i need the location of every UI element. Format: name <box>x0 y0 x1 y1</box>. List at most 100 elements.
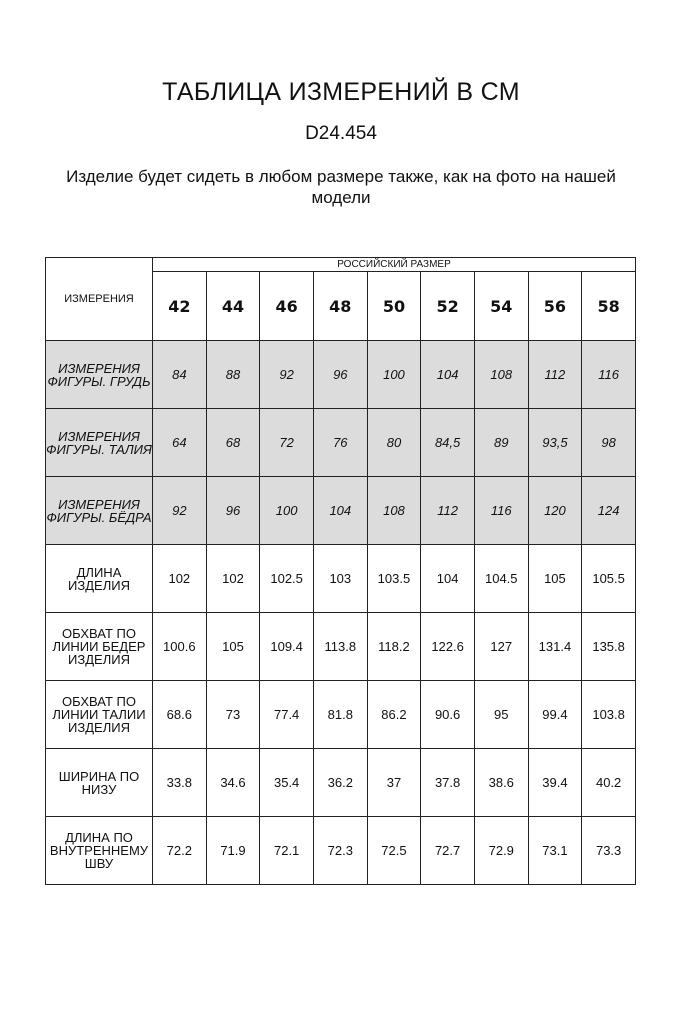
table-row: ОБХВАТ ПО ЛИНИИ БЕДЕР ИЗДЕЛИЯ 100.6 105 109… <box>45 612 636 681</box>
table-cell: 77.4 <box>259 680 314 749</box>
table-row: ДЛИНА ПО ВНУТРЕННЕМУ ШВУ 72.2 71.9 72.1 72.3… <box>45 816 636 885</box>
table-cell: 93,5 <box>527 408 583 477</box>
table-cell: 103 <box>312 544 368 613</box>
table-cell: 37 <box>366 748 422 817</box>
table-cell: 72.1 <box>259 816 314 885</box>
table-cell: 96 <box>205 476 261 545</box>
table-cell: 102.5 <box>259 544 314 613</box>
table-row: ИЗМЕРЕНИЯ ФИГУРЫ. ГРУДЬ 84 88 92 96 100 104 108… <box>45 340 636 409</box>
table-row: ДЛИНА ИЗДЕЛИЯ 102 102 102.5 103 103.5 104 104.5… <box>45 544 636 613</box>
row-label: ДЛИНА ПО ВНУТРЕННЕМУ ШВУ <box>45 816 153 885</box>
row-label: ОБХВАТ ПО ЛИНИИ БЕДЕР ИЗДЕЛИЯ <box>45 612 153 681</box>
fit-note: Изделие будет сидеть в любом размере так… <box>66 167 616 207</box>
table-cell: 100 <box>366 340 422 409</box>
table-cell: 40.2 <box>581 748 636 817</box>
row-label: ИЗМЕРЕНИЯ ФИГУРЫ. ГРУДЬ <box>45 340 153 409</box>
product-code: D24.454 <box>305 123 377 144</box>
group-header-row: ИЗМЕРЕНИЯ РОССИЙСКИЙ РАЗМЕР <box>45 257 636 341</box>
row-label: ИЗМЕРЕНИЯ ФИГУРЫ. БЁДРА <box>45 476 153 545</box>
table-cell: 72 <box>259 408 314 477</box>
table-cell: 72.3 <box>312 816 368 885</box>
table-cell: 80 <box>366 408 422 477</box>
table-cell: 112 <box>527 340 583 409</box>
table-cell: 104 <box>420 340 475 409</box>
size-chart-table: ИЗМЕРЕНИЯ РОССИЙСКИЙ РАЗМЕР 42 44 46 48 50 52… <box>45 257 636 885</box>
corner-label: ИЗМЕРЕНИЯ <box>45 257 153 341</box>
sizes-row: 42 44 46 48 50 52 54 56 58 <box>46 271 636 341</box>
table-cell: 116 <box>473 476 529 545</box>
table-cell: 100.6 <box>152 612 207 681</box>
table-cell: 38.6 <box>473 748 529 817</box>
table-cell: 90.6 <box>420 680 475 749</box>
table-cell: 127 <box>473 612 529 681</box>
table-cell: 39.4 <box>527 748 583 817</box>
table-cell: 103.5 <box>366 544 422 613</box>
table-cell: 103.8 <box>581 680 636 749</box>
size-header-52: 52 <box>420 271 475 341</box>
table-cell: 84 <box>152 340 207 409</box>
table-cell: 105.5 <box>581 544 636 613</box>
row-label: ИЗМЕРЕНИЯ ФИГУРЫ. ТАЛИЯ <box>45 408 153 477</box>
table-cell: 135.8 <box>581 612 636 681</box>
table-row: ИЗМЕРЕНИЯ ФИГУРЫ. ТАЛИЯ 64 68 72 76 80 84,5 89 9… <box>45 408 636 477</box>
table-cell: 105 <box>527 544 583 613</box>
size-header-48: 48 <box>312 271 368 341</box>
size-header-46: 46 <box>259 271 314 341</box>
table-cell: 71.9 <box>205 816 261 885</box>
table-cell: 122.6 <box>420 612 475 681</box>
table-cell: 68 <box>205 408 261 477</box>
table-cell: 86.2 <box>366 680 422 749</box>
size-header-56: 56 <box>527 271 583 341</box>
size-header-44: 44 <box>205 271 261 341</box>
table-row: ШИРИНА ПО НИЗУ 33.8 34.6 35.4 36.2 37 37.8 38.6… <box>45 748 636 817</box>
page-title: ТАБЛИЦА ИЗМЕРЕНИЙ В СМ <box>162 78 520 106</box>
table-cell: 36.2 <box>312 748 368 817</box>
table-cell: 92 <box>259 340 314 409</box>
table-cell: 131.4 <box>527 612 583 681</box>
row-label: ДЛИНА ИЗДЕЛИЯ <box>45 544 153 613</box>
table-cell: 88 <box>205 340 261 409</box>
table-cell: 72.5 <box>366 816 422 885</box>
table-cell: 64 <box>152 408 207 477</box>
table-cell: 72.2 <box>152 816 207 885</box>
table-cell: 105 <box>205 612 261 681</box>
table-cell: 81.8 <box>312 680 368 749</box>
table-cell: 108 <box>473 340 529 409</box>
table-cell: 102 <box>205 544 261 613</box>
row-label: ШИРИНА ПО НИЗУ <box>45 748 153 817</box>
table-cell: 108 <box>366 476 422 545</box>
table-cell: 37.8 <box>420 748 475 817</box>
table-cell: 99.4 <box>527 680 583 749</box>
table-cell: 68.6 <box>152 680 207 749</box>
table-cell: 95 <box>473 680 529 749</box>
table-cell: 34.6 <box>205 748 261 817</box>
table-row: ОБХВАТ ПО ЛИНИИ ТАЛИИ ИЗДЕЛИЯ 68.6 73 77.4 8… <box>45 680 636 749</box>
table-row: ИЗМЕРЕНИЯ ФИГУРЫ. БЁДРА 92 96 100 104 108 112 1… <box>45 476 636 545</box>
table-cell: 73.1 <box>527 816 583 885</box>
row-label: ОБХВАТ ПО ЛИНИИ ТАЛИИ ИЗДЕЛИЯ <box>45 680 153 749</box>
table-cell: 84,5 <box>420 408 475 477</box>
table-cell: 33.8 <box>152 748 207 817</box>
table-cell: 72.9 <box>473 816 529 885</box>
table-cell: 96 <box>312 340 368 409</box>
table-cell: 76 <box>312 408 368 477</box>
size-header-50: 50 <box>366 271 422 341</box>
table-cell: 73 <box>205 680 261 749</box>
table-cell: 98 <box>581 408 636 477</box>
table-cell: 35.4 <box>259 748 314 817</box>
size-header-58: 58 <box>581 271 636 341</box>
group-label: РОССИЙСКИЙ РАЗМЕР <box>152 257 636 272</box>
size-header-54: 54 <box>473 271 529 341</box>
table-cell: 109.4 <box>259 612 314 681</box>
table-cell: 102 <box>152 544 207 613</box>
table-cell: 118.2 <box>366 612 422 681</box>
table-cell: 104 <box>420 544 475 613</box>
table-cell: 124 <box>581 476 636 545</box>
table-cell: 120 <box>527 476 583 545</box>
table-cell: 116 <box>581 340 636 409</box>
table-cell: 89 <box>473 408 529 477</box>
size-header-42: 42 <box>152 271 207 341</box>
table-cell: 113.8 <box>312 612 368 681</box>
table-cell: 73.3 <box>581 816 636 885</box>
table-cell: 104 <box>312 476 368 545</box>
